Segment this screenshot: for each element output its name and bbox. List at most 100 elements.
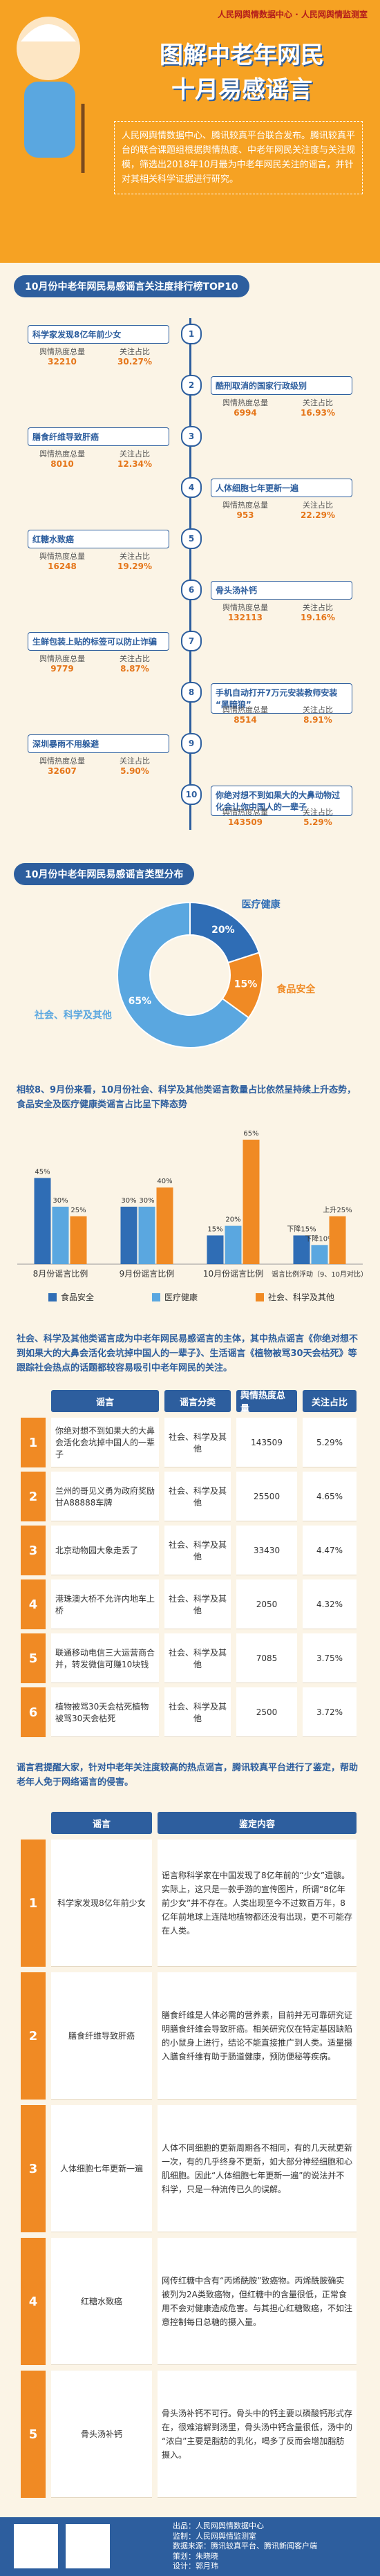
- bar-value-label: 下降10%: [305, 1234, 334, 1243]
- bar: [293, 1235, 310, 1264]
- table-cell: 4.65%: [303, 1472, 357, 1521]
- rumor-name: 科学家发现8亿年前少女: [28, 325, 169, 344]
- x-tick-label: 8月份谣言比例: [33, 1269, 88, 1279]
- rank-number: 5: [181, 528, 202, 549]
- header-art: [17, 17, 85, 173]
- bar-value-label: 45%: [35, 1168, 50, 1176]
- ratio-label: 关注占比: [303, 603, 333, 612]
- table-cell: 红糖水致癌: [51, 2238, 152, 2365]
- bar: [243, 1140, 260, 1264]
- credit-line: 数据来源：腾讯较真平台、腾讯新闻客户端: [173, 2541, 317, 2550]
- table-cell: 骨头汤补钙: [51, 2371, 152, 2498]
- table-cell: 谣言称科学家在中国发现了8亿年前的“少女”遗骸。实际上，这只是一款手游的宣传图片…: [158, 1840, 357, 1967]
- rank-number: 2: [181, 375, 202, 396]
- ratio-label: 关注占比: [120, 552, 150, 561]
- table-cell: 2050: [236, 1579, 297, 1629]
- table-cell: 骨头汤补钙不可行。骨头中的钙主要以磷酸钙形式存在，很难溶解到汤里，骨头汤中钙含量…: [158, 2371, 357, 2498]
- table-cell: 人体细胞七年更新一遍: [51, 2105, 152, 2232]
- logo: 人民网舆情数据中心: [218, 10, 293, 19]
- rumor-name: 你绝对想不到如果大的大鼻动物过化会让你中国人的一辈子: [211, 786, 352, 816]
- ratio-label: 关注占比: [120, 757, 150, 766]
- table-cell: 社会、科学及其他: [164, 1579, 231, 1629]
- ratio-value: 16.93%: [301, 408, 335, 418]
- qr-code: [66, 2524, 110, 2568]
- ratio-value: 5.90%: [120, 766, 149, 776]
- bar-value-label: 上升25%: [323, 1206, 352, 1214]
- legend-label: 医疗健康: [164, 1292, 198, 1302]
- ratio-value: 19.16%: [301, 613, 335, 622]
- table-cell: 143509: [236, 1418, 297, 1467]
- ratio-label: 关注占比: [120, 654, 150, 663]
- ratio-label: 关注占比: [120, 450, 150, 458]
- bar: [329, 1216, 346, 1264]
- rank-number: 1: [181, 324, 202, 344]
- section-title: 10月份中老年网民易感谣言类型分布: [14, 863, 195, 885]
- row-number: 5: [21, 2371, 46, 2498]
- qr-code: [14, 2524, 58, 2568]
- row-number: 4: [21, 2238, 46, 2365]
- x-tick-label: 谣言比例浮动（9、10月对比）: [272, 1270, 368, 1279]
- table-cell: 社会、科学及其他: [164, 1633, 231, 1683]
- rumor-name: 人体细胞七年更新一遍: [211, 479, 352, 497]
- heat-label: 舆情热度总量: [39, 347, 85, 356]
- heat-label: 舆情热度总量: [222, 808, 268, 817]
- logo-group: 人民网舆情数据中心 · 人民网舆情监测室: [218, 10, 368, 19]
- table-cell: 5.29%: [303, 1418, 357, 1467]
- table-cell: 4.47%: [303, 1526, 357, 1575]
- heat-value: 9779: [50, 664, 74, 674]
- legend-swatch: [256, 1293, 264, 1301]
- table-header: 鉴定内容: [158, 1812, 357, 1834]
- rank-number: 4: [181, 477, 202, 498]
- table-cell: 科学家发现8亿年前少女: [51, 1840, 152, 1967]
- heat-value: 8514: [234, 715, 257, 725]
- timeline-axis: [189, 318, 191, 830]
- heat-value: 132113: [227, 613, 263, 622]
- table-header: 谣言分类: [164, 1390, 231, 1412]
- ratio-value: 5.29%: [303, 817, 332, 827]
- old-man-body: [24, 82, 75, 158]
- credit-line: 策划：朱晓晓: [173, 2551, 218, 2561]
- heat-value: 8010: [50, 459, 74, 469]
- slice-category-label: 医疗健康: [242, 898, 281, 910]
- table-header: 舆情热度总量: [236, 1390, 297, 1414]
- table-cell: 联通移动电信三大运营商合并，转发微信可赚10块钱: [51, 1633, 159, 1683]
- legend-swatch: [48, 1293, 57, 1301]
- table-cell: 33430: [236, 1526, 297, 1575]
- table-header: 谣言: [51, 1812, 152, 1834]
- slice-value-label: 15%: [234, 979, 258, 990]
- rumor-name: 酷刑取消的国家行政级别: [211, 376, 352, 395]
- header: 人民网舆情数据中心 · 人民网舆情监测室 图解中老年网民 十月易感谣言 人民网舆…: [0, 0, 380, 263]
- table-cell: 港珠澳大桥不允许内地车上桥: [51, 1579, 159, 1629]
- title: 图解中老年网民 十月易感谣言: [117, 38, 366, 107]
- heat-label: 舆情热度总量: [222, 705, 268, 714]
- credits: 出品：人民网舆情数据中心 监制：人民网舆情监测室 数据来源：腾讯较真平台、腾讯新闻客…: [173, 2521, 317, 2572]
- bar-value-label: 15%: [207, 1225, 222, 1233]
- heat-value: 143509: [227, 817, 263, 827]
- intro: 人民网舆情数据中心、腾讯较真平台联合发布。腾讯较真平台的联合课题组根据舆情热度、…: [114, 121, 363, 194]
- rank-number: 6: [181, 580, 202, 600]
- credit-line: 出品：人民网舆情数据中心: [173, 2521, 264, 2530]
- legend-label: 食品安全: [61, 1292, 94, 1302]
- table-cell: 4.32%: [303, 1579, 357, 1629]
- row-number: 3: [21, 1526, 46, 1575]
- slice-value-label: 65%: [129, 996, 152, 1007]
- bar-value-label: 30%: [139, 1197, 154, 1205]
- table-cell: 兰州的哥见义勇为政府奖励甘A88888车牌: [51, 1472, 159, 1521]
- bar-value-label: 30%: [121, 1197, 136, 1205]
- ratio-value: 19.29%: [117, 562, 152, 571]
- row-number: 3: [21, 2105, 46, 2232]
- heat-value: 953: [236, 510, 254, 520]
- bar: [52, 1206, 69, 1264]
- row-number: 6: [21, 1687, 46, 1737]
- row-number: 1: [21, 1840, 46, 1967]
- table-cell: 膳食纤维是人体必需的营养素，目前并无可靠研究证明膳食纤维会导致肝癌。相关研究仅在…: [158, 1972, 357, 2100]
- table-cell: 25500: [236, 1472, 297, 1521]
- bar: [225, 1225, 242, 1264]
- bar: [311, 1245, 328, 1264]
- table-cell: 3.75%: [303, 1633, 357, 1683]
- heat-label: 舆情热度总量: [222, 398, 268, 407]
- table-cell: 社会、科学及其他: [164, 1418, 231, 1467]
- ratio-label: 关注占比: [303, 501, 333, 510]
- footer: 出品：人民网舆情数据中心 监制：人民网舆情监测室 数据来源：腾讯较真平台、腾讯新闻客…: [0, 2517, 380, 2576]
